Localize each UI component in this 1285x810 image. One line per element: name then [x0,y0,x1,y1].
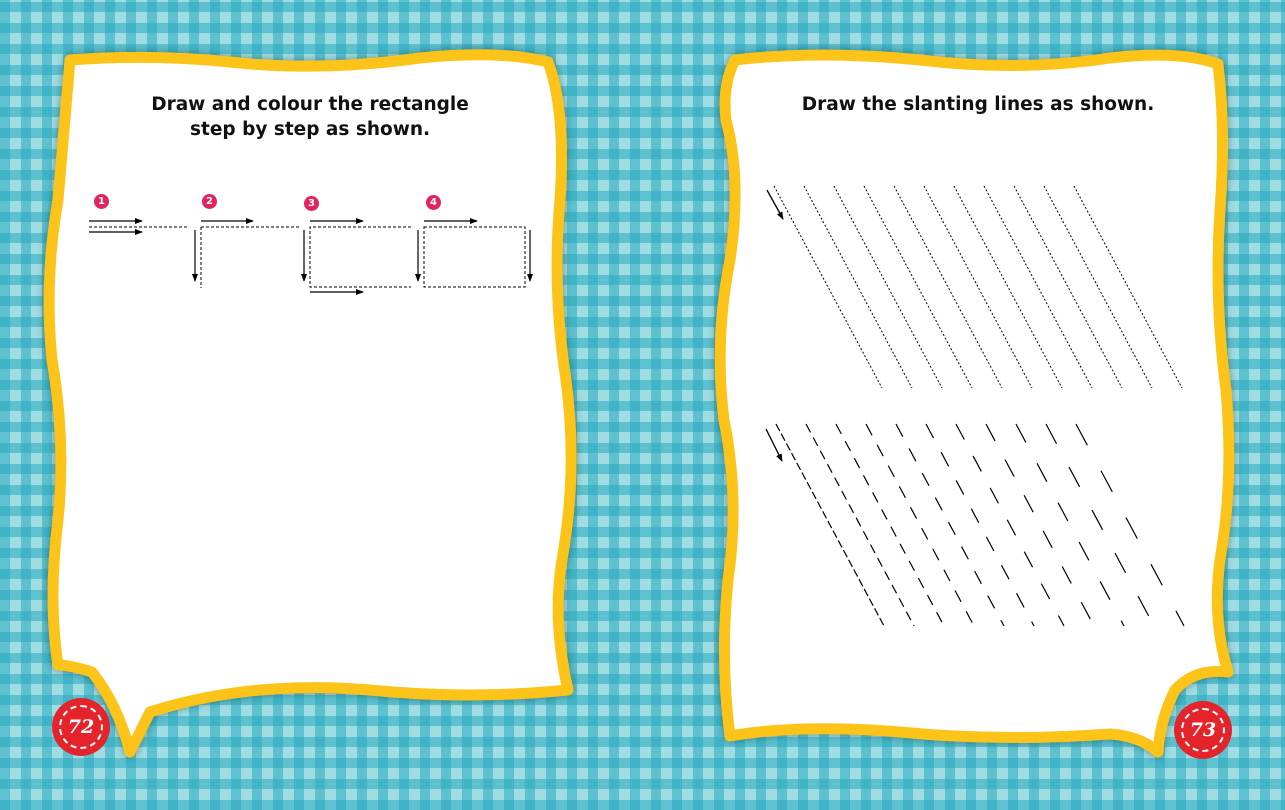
slanting-lines-dashed [775,423,1185,627]
slant-line-dashed [865,423,975,627]
slant-line-dashed [925,423,1035,627]
slant-line-dashed [775,423,885,627]
step-badge-4: 4 [426,195,441,210]
left-instruction: Draw and colour the rectangle step by st… [110,92,510,142]
page-number-right: 73 [1177,704,1229,756]
page-number-left: 72 [55,701,107,753]
left-page-frame [43,49,577,758]
slant-arrow-bottom [765,428,783,462]
slant-line-dashed [805,423,915,627]
right-instruction: Draw the slanting lines as shown. [801,94,1155,115]
step-1-diagram [89,218,188,235]
left-instruction-line1: Draw and colour the rectangle [151,94,469,115]
step-2-diagram [192,218,300,288]
step-3-diagram [301,218,411,295]
left-instruction-line2: step by step as shown. [189,119,431,140]
step-badge-1: 1 [94,194,109,209]
slant-line-dashed [1045,423,1155,627]
step-badge-3: 3 [304,196,319,211]
right-page-frame [714,49,1235,758]
slant-line-dashed [895,423,1005,627]
step-4-diagram [415,218,533,288]
slant-line-dashed [1075,423,1185,627]
slant-arrow-top [766,189,784,220]
step-badge-2: 2 [202,194,217,209]
slant-line-dashed [1015,423,1125,627]
slant-line-dashed [955,423,1065,627]
